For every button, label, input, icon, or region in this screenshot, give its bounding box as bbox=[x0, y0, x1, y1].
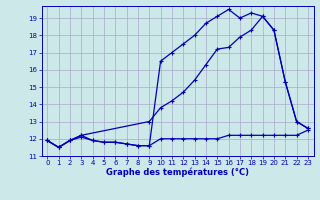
X-axis label: Graphe des températures (°C): Graphe des températures (°C) bbox=[106, 168, 249, 177]
